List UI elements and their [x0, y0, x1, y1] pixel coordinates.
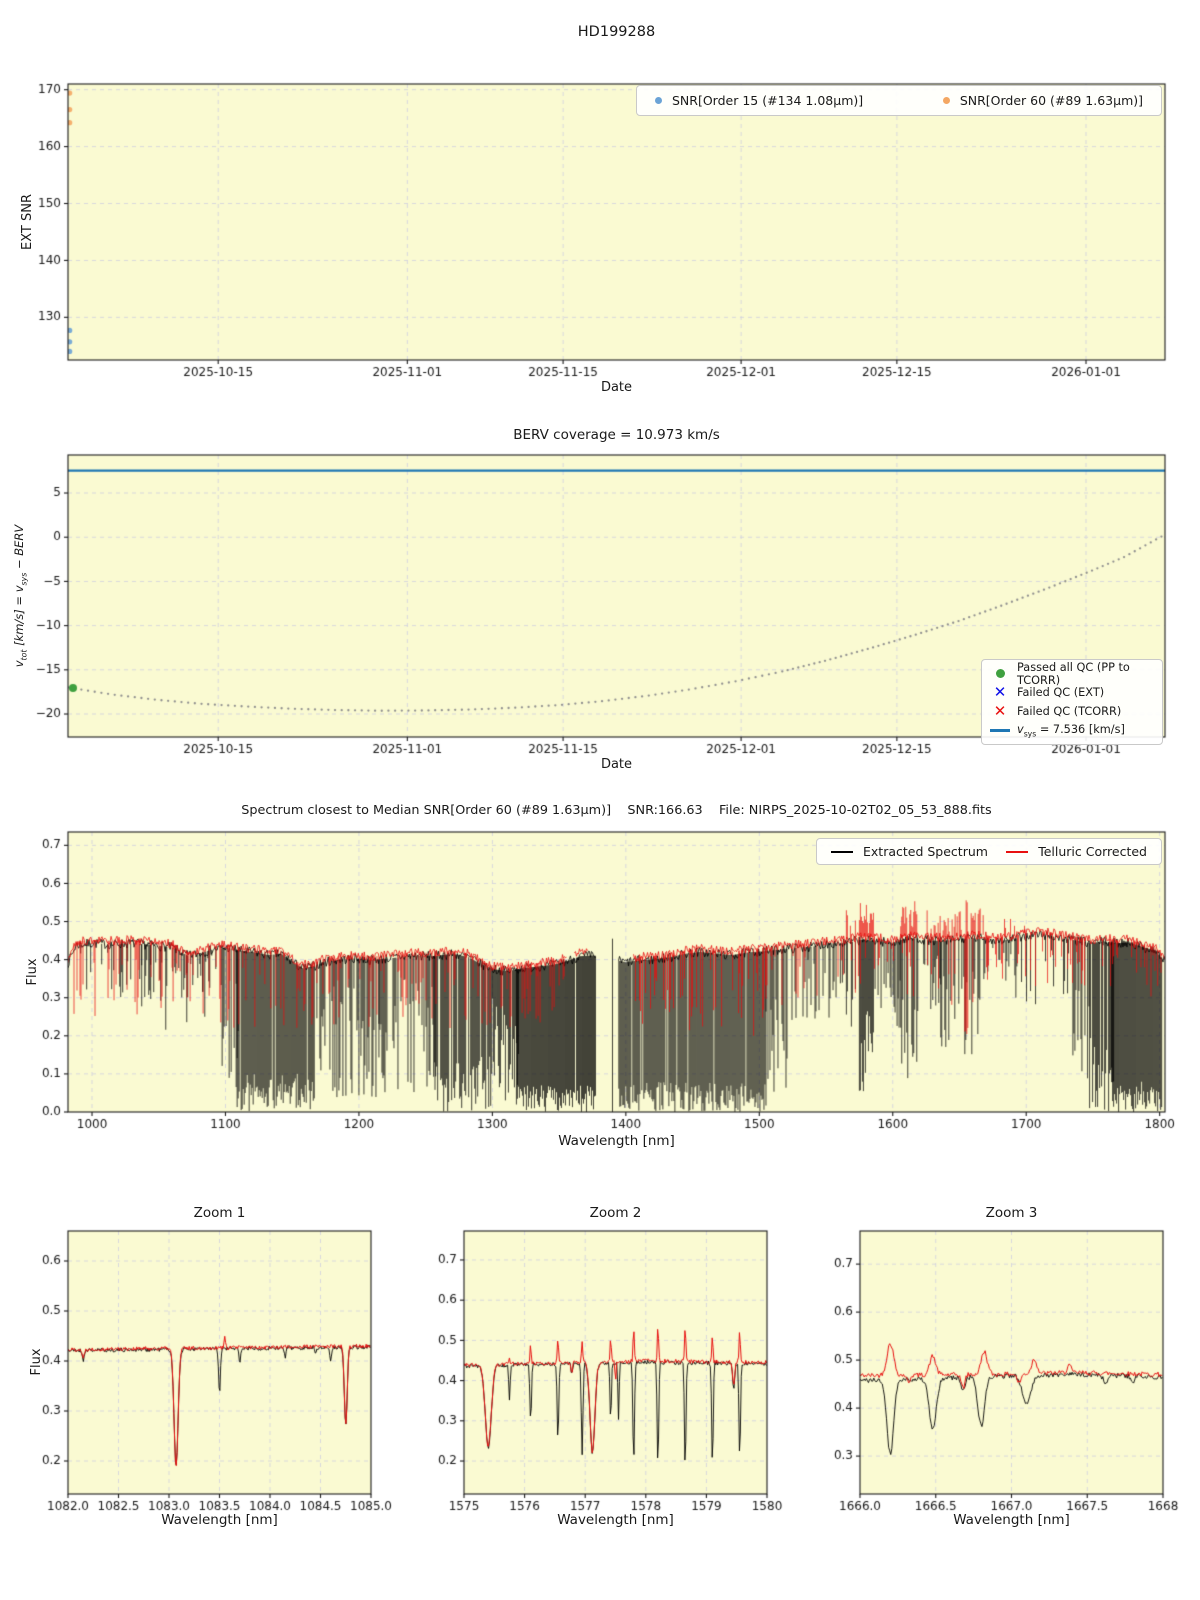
failed-tcorr-x-icon: ✕	[993, 702, 1007, 720]
legend-item-passed-qc: Passed all QC (PP to TCORR)	[990, 661, 1154, 687]
vsys-line-icon	[990, 729, 1010, 732]
zoom1-title: Zoom 1	[193, 1205, 246, 1221]
legend-item-order15: SNR[Order 15 (#134 1.08µm)]	[655, 93, 863, 108]
order60-dot-icon	[942, 97, 950, 104]
order15-dot-icon	[655, 97, 662, 104]
legend-item-telluric: Telluric Corrected	[1006, 844, 1147, 859]
vtot-ylabel: vtot [km/s] = vsys − BERV	[12, 524, 29, 668]
zoom3-title: Zoom 3	[985, 1205, 1038, 1221]
berv-xlabel: Date	[600, 757, 633, 772]
spectrum-ylabel: Flux	[25, 958, 40, 986]
extracted-line-icon	[831, 850, 853, 853]
failed-ext-x-icon: ✕	[993, 683, 1007, 701]
snr-xlabel: Date	[600, 380, 633, 395]
legend-item-failed-tcorr: ✕ Failed QC (TCORR)	[990, 703, 1154, 720]
extracted-label: Extracted Spectrum	[863, 844, 988, 859]
zoom2-xlabel: Wavelength [nm]	[557, 1512, 674, 1528]
legend-item-order60: SNR[Order 60 (#89 1.63µm)]	[942, 93, 1143, 108]
passed-qc-dot-icon	[995, 669, 1005, 678]
legend-item-vsys: vsys = 7.536 [km/s]	[990, 722, 1154, 739]
legend-item-order60-label: SNR[Order 60 (#89 1.63µm)]	[959, 93, 1143, 108]
zoom2-title: Zoom 2	[589, 1205, 642, 1221]
passed-qc-label: Passed all QC (PP to TCORR)	[1017, 660, 1130, 687]
figure-title: HD199288	[577, 24, 656, 40]
telluric-label: Telluric Corrected	[1038, 844, 1147, 859]
zoom3-xlabel: Wavelength [nm]	[953, 1512, 1070, 1528]
spectrum-legend: Extracted Spectrum Telluric Corrected	[816, 838, 1162, 865]
berv-panel-title: BERV coverage = 10.973 km/s	[513, 427, 720, 443]
qc-legend: Passed all QC (PP to TCORR) ✕ Failed QC …	[981, 659, 1163, 745]
zoom1-xlabel: Wavelength [nm]	[161, 1512, 278, 1528]
spectrum-xlabel: Wavelength [nm]	[558, 1133, 675, 1149]
vsys-label: vsys = 7.536 [km/s]	[1017, 722, 1125, 739]
snr-ylabel: EXT SNR	[20, 194, 35, 250]
zoom1-ylabel: Flux	[29, 1348, 44, 1376]
snr-legend: SNR[Order 15 (#134 1.08µm)] SNR[Order 60…	[636, 85, 1162, 116]
failed-tcorr-label: Failed QC (TCORR)	[1017, 705, 1122, 718]
legend-item-extracted: Extracted Spectrum	[831, 844, 988, 859]
legend-item-order15-label: SNR[Order 15 (#134 1.08µm)]	[672, 93, 864, 108]
legend-item-failed-ext: ✕ Failed QC (EXT)	[990, 684, 1154, 701]
telluric-line-icon	[1006, 850, 1029, 853]
spectrum-panel-title: Spectrum closest to Median SNR[Order 60 …	[241, 803, 992, 818]
failed-ext-label: Failed QC (EXT)	[1017, 686, 1105, 699]
